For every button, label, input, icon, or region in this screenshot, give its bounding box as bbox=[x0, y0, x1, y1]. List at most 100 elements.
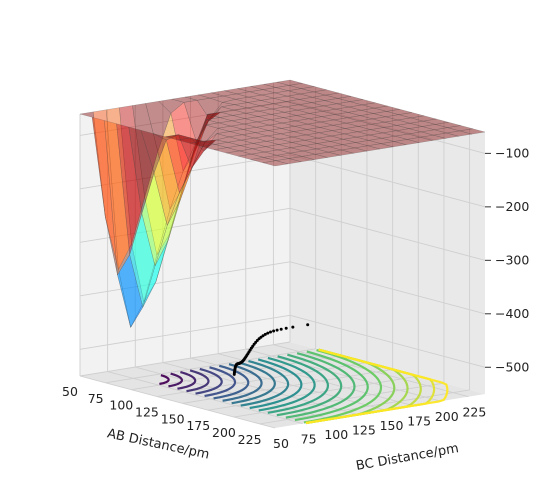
surface-patch bbox=[167, 153, 194, 241]
surface-patch bbox=[259, 103, 286, 110]
grid-z-left bbox=[79, 154, 291, 190]
surface-patch bbox=[145, 100, 172, 153]
surface-patch bbox=[333, 117, 360, 124]
contour-line bbox=[285, 352, 356, 419]
surface-patch bbox=[129, 212, 156, 309]
surface-patch bbox=[288, 82, 315, 89]
surface-patch bbox=[181, 119, 207, 194]
surface-patch bbox=[247, 100, 274, 107]
surface-patch bbox=[344, 131, 370, 138]
surface-patch bbox=[330, 138, 356, 145]
surface-patch bbox=[248, 94, 275, 101]
z-tick-label: −300 bbox=[495, 252, 529, 267]
surface-patch bbox=[309, 110, 336, 117]
surface-patch bbox=[348, 109, 374, 116]
surface-patch bbox=[206, 117, 232, 124]
surface-patch bbox=[262, 160, 289, 167]
surface-patch bbox=[202, 139, 229, 145]
surface-patch bbox=[154, 199, 181, 267]
surface-patch bbox=[144, 151, 171, 256]
surface-patch bbox=[348, 104, 375, 111]
surface-patch bbox=[189, 140, 216, 147]
surface-patch bbox=[223, 93, 249, 100]
surface-patch bbox=[341, 147, 367, 154]
surface-patch bbox=[210, 95, 236, 103]
surface-patch bbox=[275, 85, 302, 92]
trajectory-point bbox=[275, 328, 279, 332]
surface-patch bbox=[397, 117, 424, 124]
z-tick-label: −500 bbox=[495, 359, 529, 374]
surface-patch bbox=[331, 133, 357, 140]
surface-patch bbox=[104, 120, 130, 276]
trajectory-point bbox=[284, 326, 288, 330]
grid-x-floor bbox=[105, 348, 316, 384]
surface-patch bbox=[322, 108, 349, 115]
surface-patch bbox=[267, 133, 293, 140]
surface-patch bbox=[118, 243, 145, 329]
surface-patch bbox=[407, 136, 433, 143]
surface-patch bbox=[368, 137, 395, 144]
surface-patch bbox=[189, 137, 217, 152]
surface-patch bbox=[285, 104, 311, 111]
x-tick-label: 50 bbox=[62, 384, 78, 399]
y-tick-label: 50 bbox=[273, 436, 289, 451]
surface-patch bbox=[396, 122, 423, 129]
surface-patch bbox=[165, 134, 192, 194]
surface-patch bbox=[280, 131, 307, 138]
surface-patch bbox=[305, 132, 332, 139]
contour-line bbox=[186, 369, 210, 393]
surface-patch bbox=[275, 158, 302, 165]
surface-patch bbox=[237, 86, 263, 93]
surface-patch bbox=[263, 81, 290, 88]
surface-patch bbox=[215, 136, 242, 143]
surface-patch bbox=[324, 98, 351, 105]
surface-patch bbox=[386, 108, 412, 115]
surface-patch bbox=[238, 153, 264, 160]
surface-patch bbox=[168, 147, 195, 236]
y-tick-label: 225 bbox=[462, 405, 486, 420]
surface-patch bbox=[233, 107, 260, 114]
contour-line bbox=[267, 355, 330, 414]
surface-patch bbox=[242, 132, 268, 139]
surface-patch bbox=[243, 126, 269, 133]
surface-patch bbox=[262, 87, 289, 94]
surface-patch bbox=[409, 120, 436, 127]
surface-patch bbox=[232, 112, 259, 119]
surface-patch bbox=[252, 146, 278, 153]
grid-x-floor bbox=[233, 382, 445, 418]
z-tick-label: −400 bbox=[495, 306, 529, 321]
surface-patch bbox=[318, 130, 345, 137]
trajectory-point bbox=[266, 331, 270, 335]
surface-patch bbox=[243, 121, 270, 128]
surface-patch bbox=[420, 134, 446, 141]
surface-patch bbox=[323, 103, 350, 110]
surface-patch bbox=[251, 151, 277, 158]
surface-patch bbox=[258, 114, 284, 121]
surface-patch bbox=[408, 131, 434, 138]
surface-patch bbox=[250, 83, 277, 90]
y-tick-label: 125 bbox=[352, 423, 376, 438]
surface-patch bbox=[191, 133, 218, 169]
surface-patch bbox=[345, 126, 371, 133]
surface-patch bbox=[178, 134, 205, 169]
surface-patch bbox=[296, 113, 322, 120]
surface-patch bbox=[297, 107, 323, 114]
surface-patch bbox=[196, 106, 222, 142]
grid-z-left bbox=[79, 261, 291, 297]
surface-patch bbox=[214, 141, 241, 148]
surface-patch bbox=[278, 142, 305, 149]
contour-line bbox=[276, 353, 343, 417]
surface-patch bbox=[181, 114, 208, 190]
grid-y-floor bbox=[107, 371, 303, 424]
surface-patch bbox=[354, 145, 381, 152]
surface-patch bbox=[361, 107, 387, 114]
surface-patch bbox=[203, 133, 230, 152]
surface-patch bbox=[244, 116, 271, 123]
surface-patch bbox=[240, 143, 266, 150]
surface-patch bbox=[408, 126, 435, 133]
surface-patch bbox=[255, 130, 281, 137]
surface-patch bbox=[270, 117, 296, 124]
surface-patch bbox=[325, 92, 352, 99]
surface-patch bbox=[227, 145, 253, 152]
